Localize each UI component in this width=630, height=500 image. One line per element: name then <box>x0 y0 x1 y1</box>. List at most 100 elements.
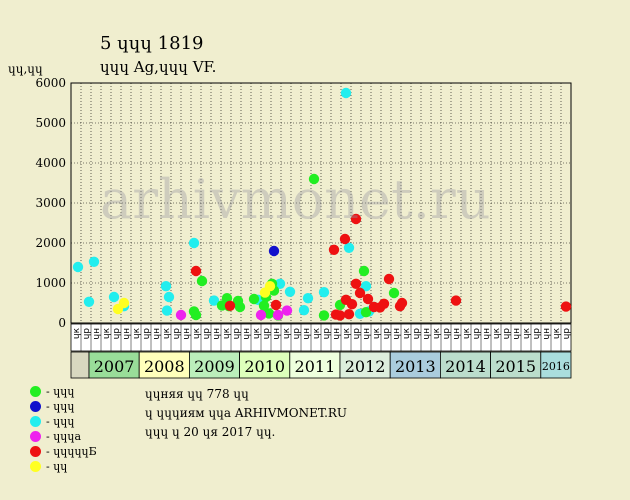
data-point <box>88 256 100 267</box>
legend-item: - ɥɥɥ <box>30 414 97 429</box>
data-point <box>281 305 293 316</box>
half-year-label: ɥк <box>312 327 322 339</box>
half-year-label: ɥр <box>202 328 212 340</box>
data-point <box>383 273 395 285</box>
half-year-label: ɥк <box>372 327 382 339</box>
year-label: 2011 <box>295 357 336 376</box>
y-tick-label: 0 <box>58 316 66 330</box>
year-cell <box>289 351 341 379</box>
year-label: 2009 <box>194 357 235 376</box>
half-year-label: ɥк <box>72 327 82 339</box>
legend-item: - ɥɥɥ <box>30 384 97 399</box>
y-tick-label: 2000 <box>35 236 66 250</box>
half-year-label: ɥн <box>332 328 342 340</box>
half-year-label: ɥк <box>102 327 112 339</box>
chart-subtitle: ɥɥɥ Ag,ɥɥɥ VF. <box>100 58 217 76</box>
legend-dot <box>30 401 41 412</box>
y-tick-label: 1000 <box>35 276 66 290</box>
data-point <box>268 245 280 257</box>
data-point <box>388 287 400 299</box>
data-point <box>190 309 202 321</box>
data-point <box>302 293 314 304</box>
data-point <box>263 308 275 319</box>
half-year-label: ɥр <box>232 328 242 340</box>
legend-item: - ɥɥɥа <box>30 429 97 444</box>
half-year-label: ɥр <box>412 328 422 340</box>
data-point <box>354 287 366 299</box>
year-label: 2007 <box>94 357 135 376</box>
half-year-label: ɥк <box>162 327 172 339</box>
data-point <box>318 287 330 298</box>
data-point <box>308 173 320 185</box>
year-cell <box>439 351 491 379</box>
data-point <box>362 293 374 305</box>
data-point <box>258 300 270 311</box>
x-axis-labels: ɥк ɥр ɥн ɥк ɥр ɥн ɥк ɥр ɥн ɥк ɥр ɥн ɥк ɥр ɥн ɥк ɥр ɥн ɥк ɥр… <box>70 323 572 379</box>
legend-dot <box>30 446 41 457</box>
half-year-label: ɥр <box>472 328 482 340</box>
half-year-label: ɥн <box>92 328 102 340</box>
data-point <box>274 278 286 289</box>
half-year-label: ɥн <box>512 328 522 340</box>
legend-dot <box>30 386 41 397</box>
half-year-label: ɥн <box>122 328 132 340</box>
legend-item: - ɥɥɥ <box>30 399 97 414</box>
data-point <box>108 291 120 303</box>
data-point <box>284 286 296 297</box>
watermark: arhivmonet.ru <box>100 168 491 231</box>
y-tick-label: 4000 <box>35 156 66 170</box>
year-cell <box>88 351 140 379</box>
half-year-label: ɥн <box>422 328 432 340</box>
half-year-label: ɥр <box>352 328 362 340</box>
half-year-label: ɥк <box>282 327 292 339</box>
half-year-label: ɥн <box>152 328 162 340</box>
data-point <box>334 310 346 321</box>
data-point <box>163 291 175 303</box>
data-point <box>360 307 372 318</box>
year-cell <box>239 351 291 379</box>
half-year-label: ɥр <box>82 328 92 340</box>
data-point <box>340 87 352 99</box>
year-cell <box>138 351 190 379</box>
data-point <box>396 297 408 309</box>
data-points <box>72 87 572 321</box>
data-point <box>343 309 355 320</box>
half-year-label: ɥк <box>402 327 412 339</box>
half-year-label: ɥн <box>302 328 312 340</box>
y-tick-label: 3000 <box>35 196 66 210</box>
data-point <box>248 293 260 305</box>
half-year-label: ɥн <box>362 328 372 340</box>
data-point <box>196 275 208 287</box>
half-year-label: ɥр <box>442 328 452 340</box>
half-year-label: ɥр <box>532 328 542 340</box>
y-tick-labels: 0 1000 2000 3000 4000 5000 6000 <box>35 76 66 330</box>
data-point <box>272 309 284 321</box>
half-year-label: ɥк <box>132 327 142 339</box>
half-year-label: ɥр <box>562 328 572 340</box>
chart-title: 5 ɥɥɥ 1819 <box>100 33 204 54</box>
legend-label: - ɥɥɥɥɥБ <box>46 445 97 458</box>
half-year-label: ɥр <box>382 328 392 340</box>
year-cell <box>389 351 441 379</box>
data-point <box>208 295 220 306</box>
half-year-label: ɥк <box>192 327 202 339</box>
data-point <box>224 300 236 311</box>
data-point <box>264 281 276 292</box>
half-year-label: ɥр <box>262 328 272 340</box>
data-point <box>318 310 330 321</box>
year-label: 2014 <box>445 357 486 376</box>
data-point <box>161 305 173 316</box>
half-year-label: ɥн <box>482 328 492 340</box>
data-point <box>160 281 172 292</box>
half-year-label: ɥн <box>542 328 552 340</box>
half-year-label: ɥн <box>182 328 192 340</box>
data-point <box>358 265 370 277</box>
data-point <box>346 299 358 310</box>
grid <box>70 82 572 324</box>
data-point <box>188 237 200 249</box>
year-cell <box>188 351 240 379</box>
data-point <box>255 309 267 321</box>
half-year-label: ɥк <box>432 327 442 339</box>
data-point <box>378 298 390 309</box>
year-label: 2010 <box>244 357 285 376</box>
